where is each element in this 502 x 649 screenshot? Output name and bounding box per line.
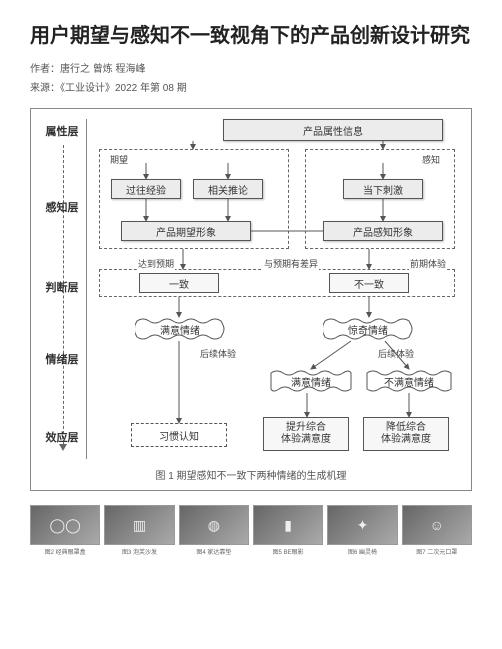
figure-1: 属性层 感知层 判断层 情绪层 效应层 产品属性信息 过往经验 相关推论 当下刺… <box>30 108 472 491</box>
lbl-expect: 期望 <box>109 153 129 166</box>
node-habit: 习惯认知 <box>131 423 227 447</box>
thumb-4: ▮ 图5 BE眼影 <box>253 505 323 556</box>
thumb-2-img: ▥ <box>104 505 174 545</box>
thumb-3: ◍ 图4 家达靠垫 <box>179 505 249 556</box>
layer-judge: 判断层 <box>41 279 83 295</box>
node-surprise: 惊奇情绪 <box>323 317 413 341</box>
node-unsatisfy-label: 不满意情绪 <box>384 374 434 389</box>
node-surprise-label: 惊奇情绪 <box>348 322 388 337</box>
lbl-reach: 达到预期 <box>137 257 175 270</box>
node-product-attr: 产品属性信息 <box>223 119 443 141</box>
node-satisfy-2: 满意情绪 <box>269 369 353 393</box>
thumb-5-img: ✦ <box>327 505 397 545</box>
source-line: 来源：《工业设计》2022 年第 08 期 <box>30 79 472 94</box>
thumbnail-row: ◯◯ 图2 经典眼罩盒 ▥ 图3 泡芙沙发 ◍ 图4 家达靠垫 ▮ 图5 BE眼… <box>30 505 472 556</box>
node-raise: 提升综合 体验满意度 <box>263 417 349 451</box>
thumb-5: ✦ 图6 幽灵椅 <box>327 505 397 556</box>
layer-arrow <box>63 145 64 449</box>
node-lower: 降低综合 体验满意度 <box>363 417 449 451</box>
layer-effect: 效应层 <box>41 429 83 445</box>
lbl-post1: 后续体验 <box>199 347 237 360</box>
diagram-content: 产品属性信息 过往经验 相关推论 当下刺激 产品期望形象 产品感知形象 一致 不… <box>93 119 461 459</box>
thumb-6-cap: 图7 二次元口罩 <box>416 547 457 556</box>
node-per-image: 产品感知形象 <box>323 221 443 241</box>
lbl-diff: 与预期有差异 <box>263 257 319 270</box>
thumb-6-img: ☺ <box>402 505 472 545</box>
node-past-exp: 过往经验 <box>111 179 181 199</box>
thumb-3-cap: 图4 家达靠垫 <box>196 547 231 556</box>
thumb-2: ▥ 图3 泡芙沙发 <box>104 505 174 556</box>
thumb-1-img: ◯◯ <box>30 505 100 545</box>
lbl-post2: 后续体验 <box>377 347 415 360</box>
thumb-6: ☺ 图7 二次元口罩 <box>402 505 472 556</box>
lbl-perceive: 感知 <box>421 153 441 166</box>
layer-attr: 属性层 <box>41 123 83 139</box>
author-line: 作者：唐行之 曾炼 程海峰 <box>30 60 472 75</box>
node-mismatch: 不一致 <box>329 273 409 293</box>
node-infer: 相关推论 <box>193 179 263 199</box>
thumb-4-cap: 图5 BE眼影 <box>273 547 304 556</box>
node-satisfy-1-label: 满意情绪 <box>160 322 200 337</box>
thumb-3-img: ◍ <box>179 505 249 545</box>
page-title: 用户期望与感知不一致视角下的产品创新设计研究 <box>30 22 472 50</box>
figure-caption: 图 1 期望感知不一致下两种情绪的生成机理 <box>39 467 463 482</box>
thumb-1: ◯◯ 图2 经典眼罩盒 <box>30 505 100 556</box>
layer-column: 属性层 感知层 判断层 情绪层 效应层 <box>41 119 87 459</box>
thumb-4-img: ▮ <box>253 505 323 545</box>
node-satisfy-2-label: 满意情绪 <box>291 374 331 389</box>
thumb-5-cap: 图6 幽灵椅 <box>348 547 377 556</box>
node-match: 一致 <box>139 273 219 293</box>
thumb-2-cap: 图3 泡芙沙发 <box>122 547 157 556</box>
node-exp-image: 产品期望形象 <box>121 221 251 241</box>
diagram-canvas: 属性层 感知层 判断层 情绪层 效应层 产品属性信息 过往经验 相关推论 当下刺… <box>39 119 463 459</box>
node-unsatisfy: 不满意情绪 <box>365 369 453 393</box>
layer-perc: 感知层 <box>41 199 83 215</box>
lbl-preexp: 前期体验 <box>409 257 447 270</box>
node-satisfy-1: 满意情绪 <box>135 317 225 341</box>
thumb-1-cap: 图2 经典眼罩盒 <box>45 547 86 556</box>
layer-emot: 情绪层 <box>41 351 83 367</box>
